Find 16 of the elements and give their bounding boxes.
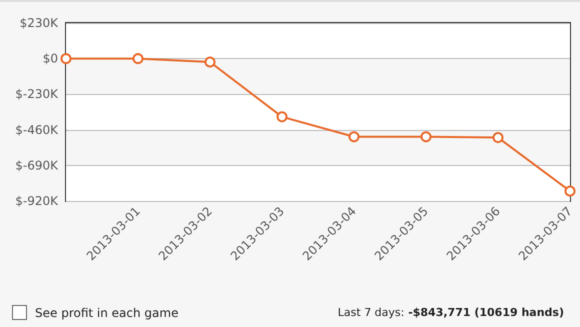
point bbox=[348, 131, 360, 142]
y-tick-label: $-920K bbox=[15, 194, 60, 208]
y-tick-label: $-690K bbox=[15, 158, 60, 172]
point bbox=[276, 111, 288, 122]
y-tick-label: $-230K bbox=[15, 87, 60, 102]
point bbox=[132, 53, 144, 64]
point bbox=[420, 131, 432, 142]
point bbox=[564, 186, 576, 197]
text: Last 7 days: -$843,771 (10619 hands) bbox=[338, 306, 564, 319]
y-tick-label: $0 bbox=[42, 52, 58, 66]
y-tick-label: $230K bbox=[20, 16, 60, 30]
point bbox=[60, 53, 72, 64]
text: See profit in each game bbox=[35, 306, 178, 320]
point bbox=[204, 56, 216, 68]
point bbox=[492, 132, 504, 144]
y-tick-label: $-460K bbox=[15, 122, 60, 137]
